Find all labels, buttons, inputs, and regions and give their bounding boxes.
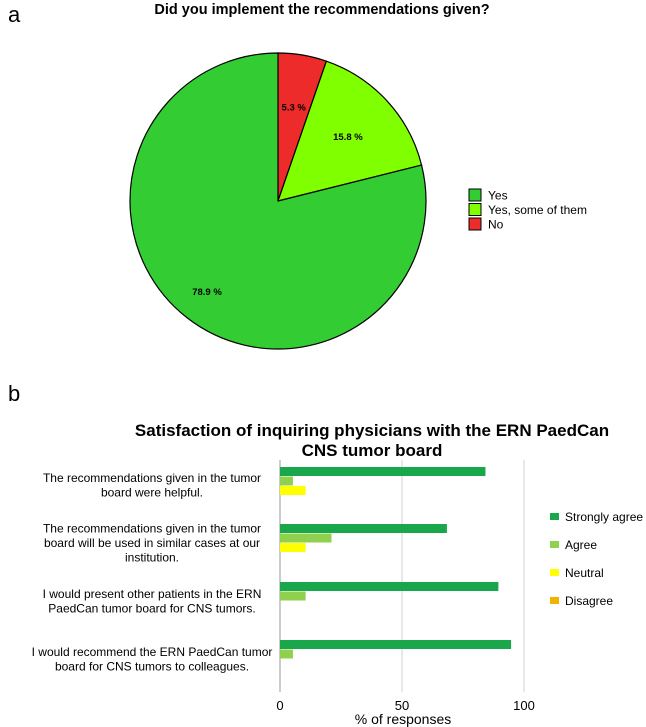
bar-x-tick-100: 100 xyxy=(513,698,535,713)
bar-1-neutral xyxy=(280,486,306,495)
pie-value-label-no: 5.3 % xyxy=(282,103,307,114)
pie-chart: Did you implement the recommendations gi… xyxy=(129,2,587,350)
pie-value-label-yes-some-of-them: 15.8 % xyxy=(333,132,363,143)
bar-1-strongly-agree xyxy=(280,467,486,476)
bar-legend-label-disagree: Disagree xyxy=(565,594,613,608)
bar-x-tick-50: 50 xyxy=(395,698,409,713)
bar-4-agree xyxy=(280,649,293,659)
bar-2-neutral xyxy=(280,543,306,552)
bar-category-2-line-2: board will be used in similar cases at o… xyxy=(44,536,260,550)
pie-chart-title: Did you implement the recommendations gi… xyxy=(154,2,489,18)
pie-legend-label-no: No xyxy=(488,218,504,232)
pie-legend-swatch-yes xyxy=(468,188,482,202)
bar-legend-swatch-agree xyxy=(550,541,559,548)
pie-legend-swatch-yes-some-of-them xyxy=(468,203,482,216)
bar-1-agree xyxy=(280,476,293,486)
bar-x-tick-0: 0 xyxy=(276,698,283,713)
bar-x-tick-labels: 0 50 100 xyxy=(276,698,534,713)
pie-value-label-yes: 78.9 % xyxy=(192,287,222,298)
bar-category-4-line-1: I would recommend the ERN PaedCan tumor xyxy=(32,645,273,659)
bar-legend-label-strongly-agree: Strongly agree xyxy=(565,510,643,524)
bar-category-4-line-2: board for CNS tumors to colleagues. xyxy=(55,659,249,673)
bar-gridlines xyxy=(279,460,525,692)
bar-legend-swatch-strongly-agree xyxy=(550,513,559,520)
panel-letter-b: b xyxy=(8,381,20,406)
bar-chart: Satisfaction of inquiring physicians wit… xyxy=(32,421,644,727)
pie-slice-yes xyxy=(129,52,427,350)
bar-2-strongly-agree xyxy=(280,524,447,533)
bar-legend-swatch-disagree xyxy=(550,597,559,604)
bar-category-2-line-3: institution. xyxy=(125,551,179,565)
bar-category-3-line-1: I would present other patients in the ER… xyxy=(43,587,262,601)
bar-4-strongly-agree xyxy=(280,640,512,649)
pie-legend-label-yes: Yes xyxy=(488,189,508,203)
bar-3-strongly-agree xyxy=(280,582,499,591)
bar-3-agree xyxy=(280,591,306,601)
bar-marks xyxy=(280,467,512,659)
bar-category-3-line-2: PaedCan tumor board for CNS tumors. xyxy=(48,601,255,615)
bar-chart-title-line-2: CNS tumor board xyxy=(302,441,443,460)
bar-category-1-line-2: board were helpful. xyxy=(101,485,203,499)
panel-letter-a: a xyxy=(8,2,21,27)
bar-legend-swatch-neutral xyxy=(550,569,559,576)
bar-category-1-line-1: The recommendations given in the tumor xyxy=(43,471,261,485)
bar-legend-label-neutral: Neutral xyxy=(565,566,604,580)
pie-slice-yes-some-of-them xyxy=(277,60,423,202)
bar-2-agree xyxy=(280,533,332,543)
pie-value-labels: 5.3 % 15.8 % 78.9 % xyxy=(192,103,363,298)
bar-category-labels: The recommendations given in the tumorbo… xyxy=(32,471,273,674)
bar-chart-title-line-1: Satisfaction of inquiring physicians wit… xyxy=(135,421,609,440)
pie-legend-label-yes-some-of-them: Yes, some of them xyxy=(488,203,587,217)
bar-legend-label-agree: Agree xyxy=(565,538,597,552)
bar-legend: Strongly agree Agree Neutral Disagree xyxy=(550,510,643,608)
pie-slices xyxy=(129,52,427,350)
bar-x-axis-label: % of responses xyxy=(355,711,452,727)
bar-category-2-line-1: The recommendations given in the tumor xyxy=(43,522,261,536)
pie-legend-swatch-no xyxy=(468,217,482,231)
